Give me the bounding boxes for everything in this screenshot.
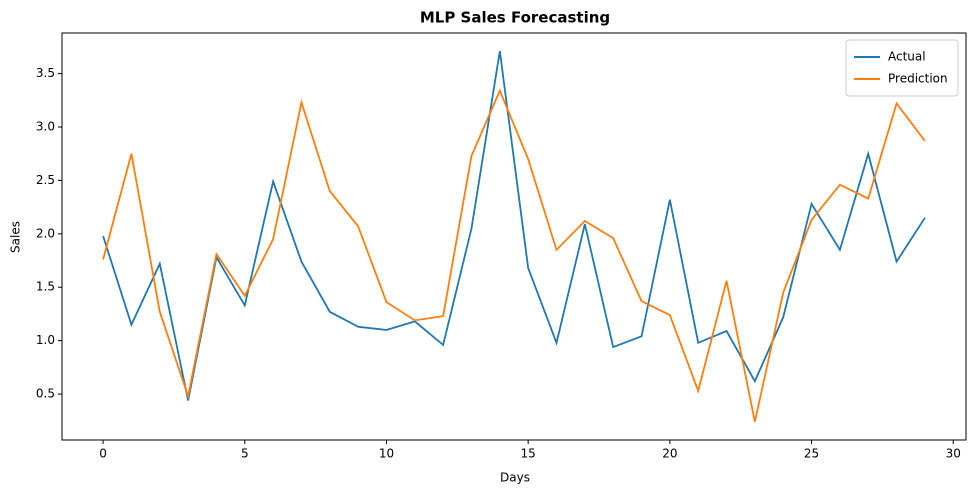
- x-tick-label: 10: [379, 447, 394, 461]
- legend-label: Actual: [888, 50, 926, 64]
- y-tick-label: 2.0: [36, 226, 55, 240]
- x-tick-label: 5: [241, 447, 249, 461]
- x-tick-label: 20: [662, 447, 677, 461]
- y-tick-label: 2.5: [36, 173, 55, 187]
- y-tick-label: 1.0: [36, 333, 55, 347]
- line-series: [102, 51, 926, 401]
- x-axis-label: Days: [500, 471, 530, 485]
- plot-frame: [61, 32, 967, 441]
- chart-title: MLP Sales Forecasting: [420, 9, 610, 27]
- x-tick-label: 30: [946, 447, 961, 461]
- y-tick-label: 3.0: [36, 120, 55, 134]
- x-tick-label: 0: [99, 447, 107, 461]
- legend-box: [845, 39, 959, 97]
- line-series: [102, 88, 926, 423]
- y-tick-label: 3.5: [36, 66, 55, 80]
- x-tick-label: 25: [804, 447, 819, 461]
- y-axis-label: Sales: [9, 221, 23, 253]
- y-tick-label: 1.5: [36, 280, 55, 294]
- y-tick-label: 0.5: [36, 387, 55, 401]
- x-tick-label: 15: [521, 447, 536, 461]
- legend-label: Prediction: [888, 72, 948, 86]
